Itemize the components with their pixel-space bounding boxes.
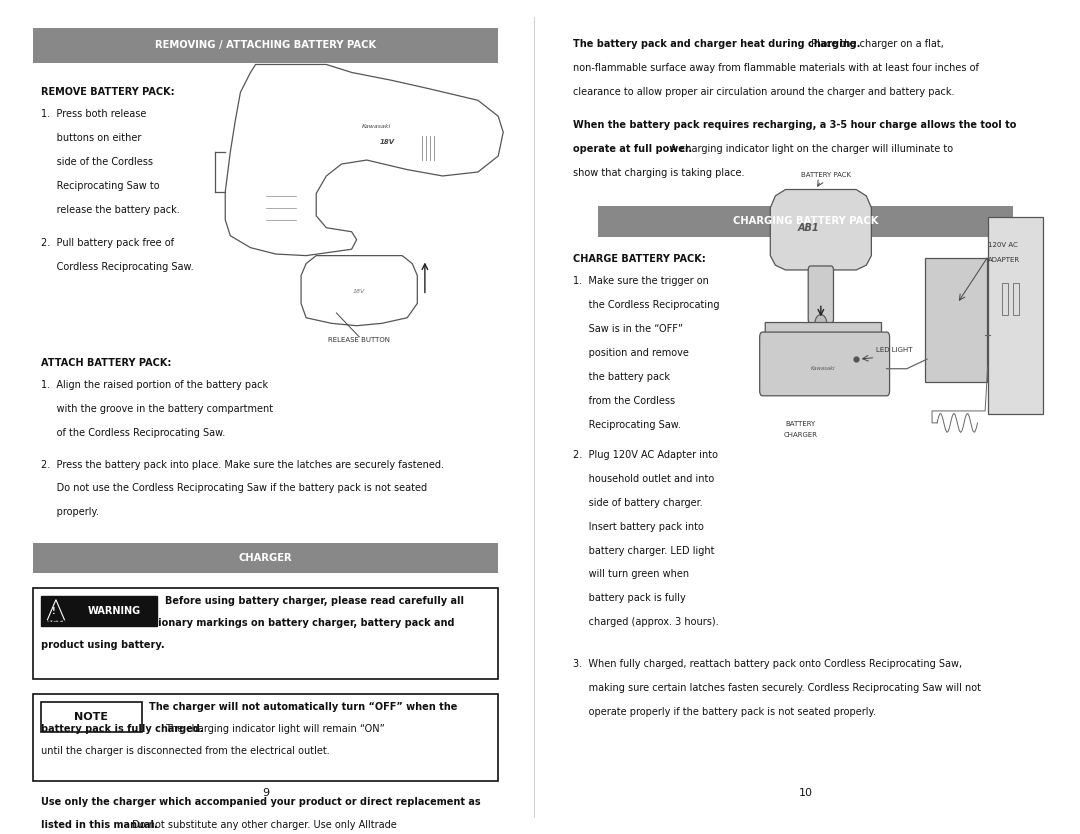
Text: household outlet and into: household outlet and into xyxy=(573,474,715,484)
Text: RELEASE BUTTON: RELEASE BUTTON xyxy=(328,337,390,343)
Text: the Cordless Reciprocating: the Cordless Reciprocating xyxy=(573,300,719,310)
Text: CHARGER: CHARGER xyxy=(784,433,818,439)
Text: Use only the charger which accompanied your product or direct replacement as: Use only the charger which accompanied y… xyxy=(41,797,481,807)
Text: The battery pack and charger heat during charging.: The battery pack and charger heat during… xyxy=(573,39,861,49)
Text: show that charging is taking place.: show that charging is taking place. xyxy=(573,168,745,178)
FancyBboxPatch shape xyxy=(924,258,987,382)
Text: Cordless Reciprocating Saw.: Cordless Reciprocating Saw. xyxy=(41,262,193,272)
Text: 2.  Plug 120V AC Adapter into: 2. Plug 120V AC Adapter into xyxy=(573,450,718,460)
Text: Saw is in the “OFF”: Saw is in the “OFF” xyxy=(573,324,684,334)
Text: listed in this manual.: listed in this manual. xyxy=(41,820,158,830)
Text: A charging indicator light on the charger will illuminate to: A charging indicator light on the charge… xyxy=(667,144,954,154)
FancyBboxPatch shape xyxy=(759,332,890,396)
Text: will turn green when: will turn green when xyxy=(573,570,689,580)
Text: NOTE: NOTE xyxy=(75,711,108,721)
FancyBboxPatch shape xyxy=(1002,284,1008,315)
Text: Do not use the Cordless Reciprocating Saw if the battery pack is not seated: Do not use the Cordless Reciprocating Sa… xyxy=(41,484,427,494)
Text: 1.  Press both release: 1. Press both release xyxy=(41,109,146,119)
Text: Kawasaki: Kawasaki xyxy=(362,124,392,129)
FancyBboxPatch shape xyxy=(598,206,1013,237)
FancyBboxPatch shape xyxy=(41,701,141,732)
Text: properly.: properly. xyxy=(41,507,98,517)
Text: Place the charger on a flat,: Place the charger on a flat, xyxy=(808,39,944,49)
Text: the battery pack: the battery pack xyxy=(573,372,671,382)
Text: until the charger is disconnected from the electrical outlet.: until the charger is disconnected from t… xyxy=(41,746,329,756)
Text: of the Cordless Reciprocating Saw.: of the Cordless Reciprocating Saw. xyxy=(41,428,225,438)
Text: Insert battery pack into: Insert battery pack into xyxy=(573,521,704,531)
Text: operate at full power.: operate at full power. xyxy=(573,144,692,154)
Text: battery pack is fully: battery pack is fully xyxy=(573,593,686,603)
Text: battery pack is fully charged.: battery pack is fully charged. xyxy=(41,724,203,734)
Text: 2.  Pull battery pack free of: 2. Pull battery pack free of xyxy=(41,238,174,248)
Text: 1.  Make sure the trigger on: 1. Make sure the trigger on xyxy=(573,276,710,286)
FancyBboxPatch shape xyxy=(33,588,498,680)
Text: side of the Cordless: side of the Cordless xyxy=(41,157,152,167)
Text: clearance to allow proper air circulation around the charger and battery pack.: clearance to allow proper air circulatio… xyxy=(573,87,955,97)
Text: 2.  Press the battery pack into place. Make sure the latches are securely fasten: 2. Press the battery pack into place. Ma… xyxy=(41,460,444,470)
Text: Do not substitute any other charger. Use only Alltrade: Do not substitute any other charger. Use… xyxy=(130,820,397,830)
Text: buttons on either: buttons on either xyxy=(41,133,141,143)
Text: AB1: AB1 xyxy=(797,223,819,233)
Text: battery charger. LED light: battery charger. LED light xyxy=(573,545,715,555)
Text: BATTERY: BATTERY xyxy=(785,421,815,427)
Text: ATTACH BATTERY PACK:: ATTACH BATTERY PACK: xyxy=(41,358,171,368)
Text: making sure certain latches fasten securely. Cordless Reciprocating Saw will not: making sure certain latches fasten secur… xyxy=(573,683,981,693)
Text: Reciprocating Saw to: Reciprocating Saw to xyxy=(41,181,160,191)
Text: instructions and cautionary markings on battery charger, battery pack and: instructions and cautionary markings on … xyxy=(41,618,455,628)
Text: position and remove: position and remove xyxy=(573,348,689,358)
Text: CHARGER: CHARGER xyxy=(239,553,293,563)
FancyBboxPatch shape xyxy=(808,266,834,324)
Text: 10: 10 xyxy=(799,788,812,798)
Text: BATTERY PACK: BATTERY PACK xyxy=(801,172,851,178)
Text: !: ! xyxy=(52,607,55,616)
Text: The charger will not automatically turn “OFF” when the: The charger will not automatically turn … xyxy=(149,701,458,711)
Text: The charging indicator light will remain “ON”: The charging indicator light will remain… xyxy=(164,724,384,734)
Text: CHARGE BATTERY PACK:: CHARGE BATTERY PACK: xyxy=(573,254,706,264)
Text: with the groove in the battery compartment: with the groove in the battery compartme… xyxy=(41,404,273,414)
Text: Kawasaki: Kawasaki xyxy=(811,366,836,371)
Text: Reciprocating Saw.: Reciprocating Saw. xyxy=(573,420,681,430)
Text: 1.  Align the raised portion of the battery pack: 1. Align the raised portion of the batte… xyxy=(41,379,268,389)
Text: 3.  When fully charged, reattach battery pack onto Cordless Reciprocating Saw,: 3. When fully charged, reattach battery … xyxy=(573,660,962,670)
Text: LED LIGHT: LED LIGHT xyxy=(877,347,913,353)
Text: When the battery pack requires recharging, a 3-5 hour charge allows the tool to: When the battery pack requires rechargin… xyxy=(573,120,1016,130)
Text: from the Cordless: from the Cordless xyxy=(573,396,675,406)
Text: 120V AC: 120V AC xyxy=(987,242,1017,248)
FancyBboxPatch shape xyxy=(41,595,157,626)
Text: WARNING: WARNING xyxy=(87,605,140,615)
Text: release the battery pack.: release the battery pack. xyxy=(41,204,179,214)
Text: REMOVE BATTERY PACK:: REMOVE BATTERY PACK: xyxy=(41,87,174,97)
Polygon shape xyxy=(766,323,881,355)
Text: product using battery.: product using battery. xyxy=(41,641,164,651)
Text: ADAPTER: ADAPTER xyxy=(987,257,1020,264)
Text: 18V: 18V xyxy=(379,138,394,145)
Text: REMOVING / ATTACHING BATTERY PACK: REMOVING / ATTACHING BATTERY PACK xyxy=(156,40,376,50)
FancyBboxPatch shape xyxy=(33,28,498,63)
Text: CHARGING BATTERY PACK: CHARGING BATTERY PACK xyxy=(733,216,878,226)
Text: side of battery charger.: side of battery charger. xyxy=(573,498,703,508)
Text: Before using battery charger, please read carefully all: Before using battery charger, please rea… xyxy=(164,595,463,605)
FancyBboxPatch shape xyxy=(988,217,1042,414)
Polygon shape xyxy=(770,189,872,270)
Text: 9: 9 xyxy=(262,788,269,798)
Text: charged (approx. 3 hours).: charged (approx. 3 hours). xyxy=(573,617,719,627)
FancyBboxPatch shape xyxy=(1013,284,1018,315)
FancyBboxPatch shape xyxy=(33,543,498,574)
Circle shape xyxy=(814,314,827,334)
Text: 18V: 18V xyxy=(353,289,365,294)
Text: operate properly if the battery pack is not seated properly.: operate properly if the battery pack is … xyxy=(573,707,876,717)
Text: non-flammable surface away from flammable materials with at least four inches of: non-flammable surface away from flammabl… xyxy=(573,63,980,73)
FancyBboxPatch shape xyxy=(33,694,498,781)
